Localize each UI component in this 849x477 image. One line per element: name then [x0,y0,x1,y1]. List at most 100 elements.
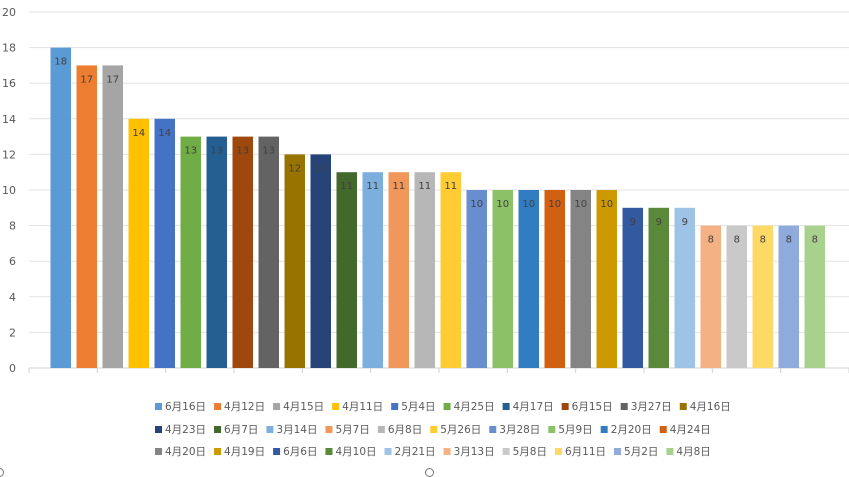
bar [128,118,149,368]
legend-swatch [273,403,281,410]
data-label: 8 [786,235,792,246]
bar [466,190,487,368]
data-label: 11 [340,181,353,192]
y-tick-label: 20 [2,6,16,19]
gridlines [28,11,849,373]
data-label: 17 [80,74,93,85]
data-label: 11 [444,181,457,192]
legend-entry: 2月20日 [611,424,652,436]
bar [544,190,565,368]
legend-entry: 6月11日 [565,446,606,458]
legend-swatch [443,448,451,455]
legend-entry: 4月24日 [670,424,711,436]
legend-entry: 4月20日 [165,446,206,458]
legend-swatch [384,448,392,455]
legend-swatch [502,448,510,455]
y-tick-label: 18 [2,42,16,55]
legend-entry: 4月23日 [165,424,206,436]
data-label: 13 [236,146,249,157]
legend-entry: 4月12日 [224,401,265,413]
data-label: 8 [812,235,818,246]
bar [622,207,643,368]
bar [388,172,409,368]
legend-entry: 6月6日 [283,446,317,458]
data-label: 14 [132,128,145,139]
bar [648,207,669,368]
legend-swatch [666,448,674,455]
bar [492,190,513,368]
legend-swatch [214,426,222,433]
legend-entry: 6月15日 [572,401,613,413]
legend-swatch [679,403,687,410]
legend-swatch [377,426,385,433]
legend-entry: 4月25日 [454,401,495,413]
legend-entry: 5月7日 [335,424,369,436]
bar [76,65,97,369]
legend-swatch [430,426,438,433]
bar [752,225,773,368]
legend-swatch [614,448,622,455]
legend-entry: 4月16日 [690,401,731,413]
bar [232,136,253,368]
bar [518,190,539,368]
bar [50,47,71,368]
data-labels: 18 17 17 14 14 13 13 13 13 12 12 11 11 11 11 11 10 10 10 10… [54,57,818,246]
bar [570,190,591,368]
legend-entry: 4月19日 [224,446,265,458]
bar [700,225,721,368]
legend-swatch [155,426,162,433]
data-label: 10 [470,199,483,210]
legend-entry: 6月16日 [165,401,206,413]
legend-entry: 5月2日 [624,446,658,458]
legend-swatch [214,403,222,410]
y-axis-tick-labels: 0 2 4 6 8 10 12 14 16 18 20 [2,6,16,375]
legend-entry: 5月26日 [440,424,481,436]
bar [180,136,201,368]
bar [596,190,617,368]
data-label: 13 [262,146,275,157]
legend-entry: 5月8日 [513,446,547,458]
data-label: 9 [656,217,662,228]
bar [336,172,357,368]
bar [440,172,461,368]
y-tick-label: 6 [9,255,16,268]
data-label: 10 [600,199,613,210]
legend-entry: 6月8日 [388,424,422,436]
y-tick-label: 8 [9,220,16,233]
resize-handle-bottom[interactable] [425,468,434,477]
legend-entry: 4月17日 [513,401,554,413]
legend-swatch [391,403,399,410]
bar [778,225,799,368]
bar [804,225,825,368]
legend-swatch [325,426,333,433]
data-label: 8 [708,235,714,246]
bar [258,136,279,368]
data-label: 11 [392,181,405,192]
legend-swatch [273,448,281,455]
bar [674,207,695,368]
bar [310,154,331,368]
y-tick-label: 0 [9,362,16,375]
data-label: 10 [496,199,509,210]
legend-entry: 5月4日 [401,401,435,413]
legend-entry: 4月11日 [342,401,383,413]
bar [154,118,175,368]
bar [284,154,305,368]
legend-entry: 4月15日 [283,401,324,413]
y-tick-label: 4 [9,291,16,304]
legend-swatch [325,448,333,455]
data-label: 8 [760,235,766,246]
data-label: 11 [366,181,379,192]
legend-swatch [561,403,569,410]
legend-swatch [548,426,556,433]
bar [206,136,227,368]
y-tick-label: 2 [9,326,16,339]
data-label: 14 [158,128,171,139]
data-label: 10 [522,199,535,210]
y-tick-label: 16 [2,77,16,90]
data-label: 12 [288,163,301,174]
data-label: 10 [548,199,561,210]
data-label: 18 [54,57,67,68]
data-label: 9 [682,217,688,228]
